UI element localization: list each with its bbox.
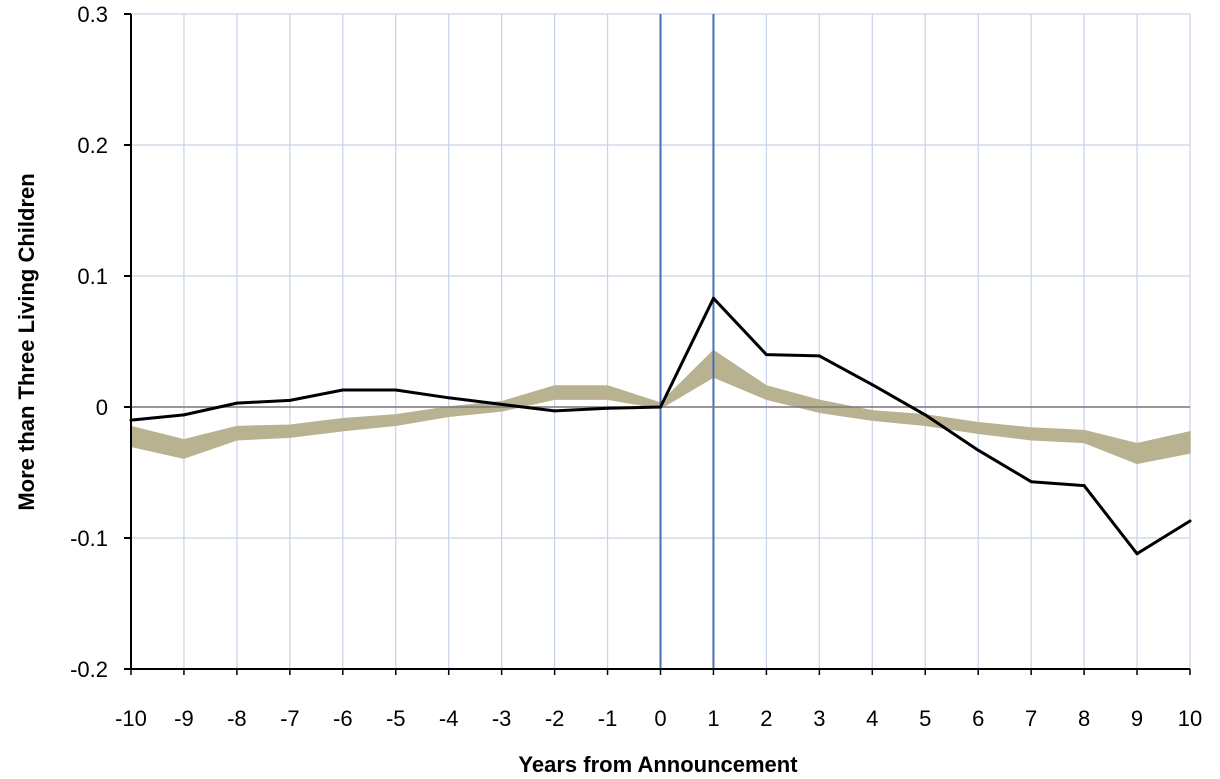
series-point (500, 402, 504, 406)
x-tick-label: -8 (227, 706, 247, 731)
series-point (235, 401, 239, 405)
series-point (711, 296, 715, 300)
y-tick-label: -0.2 (70, 657, 108, 682)
series-point (341, 388, 345, 392)
y-tick-label: 0 (96, 395, 108, 420)
x-tick-label: -9 (174, 706, 194, 731)
x-tick-labels: -10 -9 -8 -7 -6 -5 -4 -3 -2 -1 0 1 2 3 4 5 6 7 8 9 10 (115, 706, 1202, 731)
series-point (606, 406, 610, 410)
x-axis-title: Years from Announcement (518, 752, 798, 777)
y-tick-label: 0.3 (77, 2, 108, 27)
series-point (1135, 552, 1139, 556)
x-tick-label: -6 (333, 706, 353, 731)
x-tick-label: 9 (1131, 706, 1143, 731)
x-tick-label: 7 (1025, 706, 1037, 731)
reference-lines (659, 14, 715, 669)
x-tick-label: 1 (707, 706, 719, 731)
series-point (659, 405, 662, 409)
series-layer (129, 296, 1192, 556)
x-tick-label: -3 (492, 706, 512, 731)
y-tick-label: 0.2 (77, 133, 108, 158)
series-point (129, 418, 133, 422)
axes (124, 13, 1191, 675)
x-tick-label: -1 (598, 706, 618, 731)
y-tick-labels: -0.2 -0.1 0 0.1 0.2 0.3 (70, 2, 108, 682)
series-point (553, 409, 557, 413)
series-point (1029, 480, 1033, 484)
x-tick-label: 6 (972, 706, 984, 731)
series-point (447, 396, 451, 400)
series-point (288, 398, 292, 402)
x-tick-label: 0 (654, 706, 666, 731)
x-tick-label: 2 (760, 706, 772, 731)
x-tick-label: -4 (439, 706, 459, 731)
series-point (1082, 484, 1086, 488)
series-point (923, 413, 927, 417)
series-point (817, 354, 821, 358)
y-axis-title: More than Three Living Children (14, 173, 39, 510)
y-tick-label: 0.1 (77, 264, 108, 289)
series-point (976, 448, 980, 452)
x-tick-label: -10 (115, 706, 147, 731)
series-point (870, 383, 874, 387)
x-tick-label: -2 (545, 706, 565, 731)
series-point (1188, 519, 1192, 523)
series-point (182, 413, 186, 417)
x-tick-label: 5 (919, 706, 931, 731)
x-tick-label: 10 (1178, 706, 1202, 731)
x-tick-label: -5 (386, 706, 406, 731)
x-tick-label: 8 (1078, 706, 1090, 731)
x-tick-label: 4 (866, 706, 878, 731)
series-point (394, 388, 398, 392)
y-tick-label: -0.1 (70, 526, 108, 551)
x-tick-label: 3 (813, 706, 825, 731)
x-tick-label: -7 (280, 706, 300, 731)
series-point (764, 353, 768, 357)
